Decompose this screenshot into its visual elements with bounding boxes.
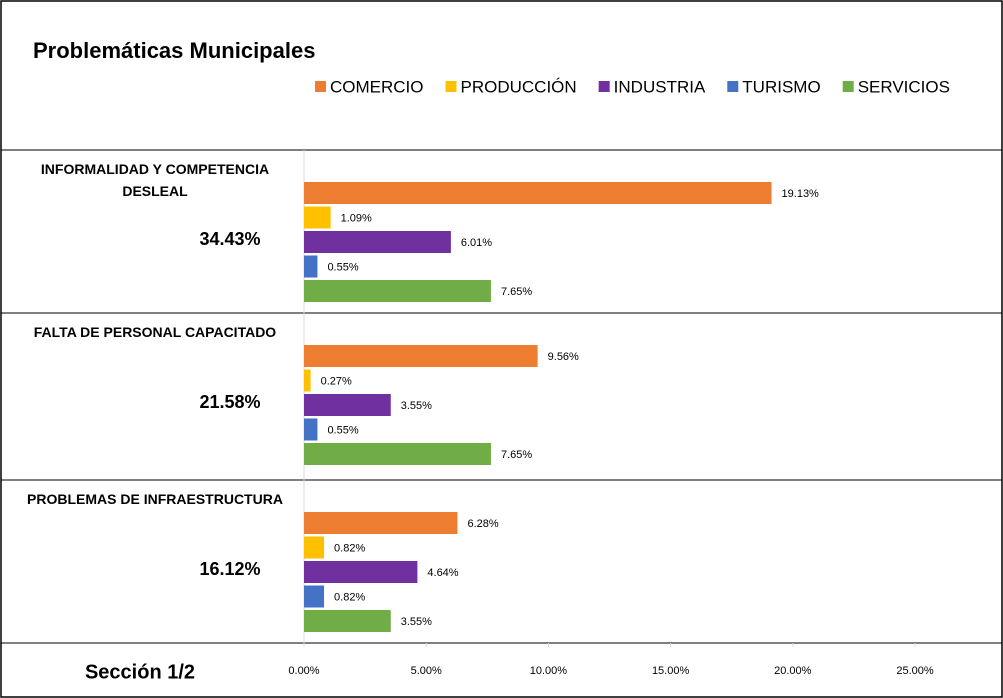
bar (304, 585, 325, 608)
x-tick-label: 25.00% (896, 665, 934, 677)
bar (304, 610, 391, 632)
category-box: PROBLEMAS DE INFRAESTRUCTURA (27, 491, 283, 507)
category-label: INFORMALIDAD Y COMPETENCIA DESLEAL (40, 161, 270, 199)
bar (304, 561, 418, 583)
footer: Sección 1/2 (85, 661, 195, 683)
category-box: FALTA DE PERSONAL CAPACITADO (33, 324, 277, 340)
bar (304, 206, 331, 229)
bar (304, 369, 311, 392)
data-label: 3.55% (401, 400, 432, 412)
x-tick-label: 15.00% (652, 665, 690, 677)
data-label: 6.28% (467, 518, 498, 530)
category-label: PROBLEMAS DE INFRAESTRUCTURA (27, 491, 283, 507)
data-label: 9.56% (548, 351, 579, 363)
group-total: 21.58% (199, 392, 260, 412)
bar (304, 418, 318, 441)
bar (304, 512, 458, 534)
x-tick-label: 5.00% (411, 665, 442, 677)
legend-swatch (842, 81, 854, 92)
data-label: 6.01% (461, 237, 492, 249)
x-tick-label: 0.00% (288, 665, 319, 677)
bar (304, 280, 491, 302)
bar (304, 443, 491, 465)
legend-label: SERVICIOS (858, 77, 950, 96)
bar (304, 182, 772, 204)
bar (304, 345, 538, 367)
legend-label: INDUSTRIA (614, 77, 706, 96)
legend-label: COMERCIO (330, 77, 424, 96)
data-label: 0.55% (327, 261, 358, 273)
legend-swatch (598, 81, 610, 92)
data-label: 0.82% (334, 591, 365, 603)
data-label: 1.09% (341, 212, 372, 224)
data-label: 0.27% (321, 375, 352, 387)
data-label: 3.55% (401, 616, 432, 628)
legend-swatch (727, 81, 739, 92)
legend-swatch (445, 81, 457, 92)
category-label: FALTA DE PERSONAL CAPACITADO (33, 324, 277, 340)
data-label: 0.55% (327, 424, 358, 436)
legend-label: PRODUCCIÓN (461, 77, 577, 96)
bar (304, 536, 325, 559)
data-label: 7.65% (501, 449, 532, 461)
data-label: 0.82% (334, 542, 365, 554)
bar (304, 255, 318, 278)
data-label: 19.13% (782, 188, 820, 200)
group-total: 16.12% (199, 559, 260, 579)
bar (304, 231, 451, 253)
legend-label: TURISMO (742, 77, 820, 96)
legend-swatch (315, 81, 326, 92)
x-tick-label: 20.00% (774, 665, 812, 677)
bar (304, 394, 391, 416)
data-label: 4.64% (427, 567, 458, 579)
group-total: 34.43% (199, 229, 260, 249)
data-label: 7.65% (501, 286, 532, 298)
category-box: INFORMALIDAD Y COMPETENCIA DESLEAL (40, 161, 270, 199)
x-tick-label: 10.00% (530, 665, 568, 677)
chart-title: Problemáticas Municipales (33, 38, 315, 63)
